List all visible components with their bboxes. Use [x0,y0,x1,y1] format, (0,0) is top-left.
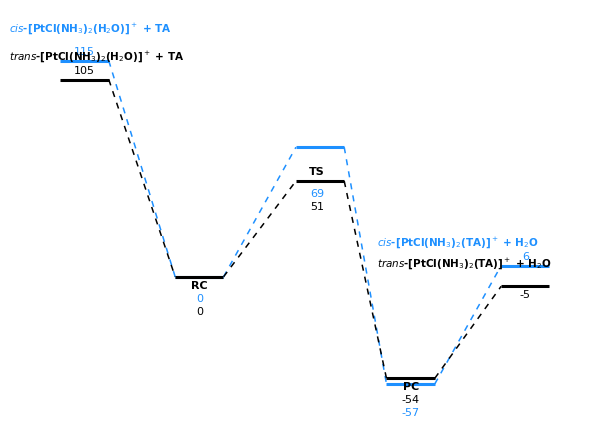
Text: 105: 105 [74,66,95,76]
Text: $\it{cis}$-[PtCl(NH$_3$)$_2$(TA)]$^+$ + H$_2$O: $\it{cis}$-[PtCl(NH$_3$)$_2$(TA)]$^+$ + … [378,235,540,250]
Text: -5: -5 [520,290,531,300]
Text: 69: 69 [310,189,324,198]
Text: 51: 51 [310,202,324,212]
Text: -57: -57 [402,408,419,419]
Text: -54: -54 [402,395,419,405]
Text: TS: TS [309,167,325,177]
Text: $\bf{\it{trans}}$-[PtCl(NH$_3$)$_2$(H$_2$O)]$^+$ + TA: $\bf{\it{trans}}$-[PtCl(NH$_3$)$_2$(H$_2… [9,49,184,64]
Text: $\bf{\it{trans}}$-[PtCl(NH$_3$)$_2$(TA)]$^+$ + H$_2$O: $\bf{\it{trans}}$-[PtCl(NH$_3$)$_2$(TA)]… [378,256,552,271]
Text: RC: RC [191,280,208,291]
Text: 115: 115 [74,47,95,57]
Text: 6: 6 [522,252,529,262]
Text: $\it{cis}$-[PtCl(NH$_3$)$_2$(H$_2$O)]$^+$ + TA: $\it{cis}$-[PtCl(NH$_3$)$_2$(H$_2$O)]$^+… [9,21,172,36]
Text: 0: 0 [196,294,203,304]
Text: 0: 0 [196,307,203,317]
Text: PC: PC [402,382,419,392]
